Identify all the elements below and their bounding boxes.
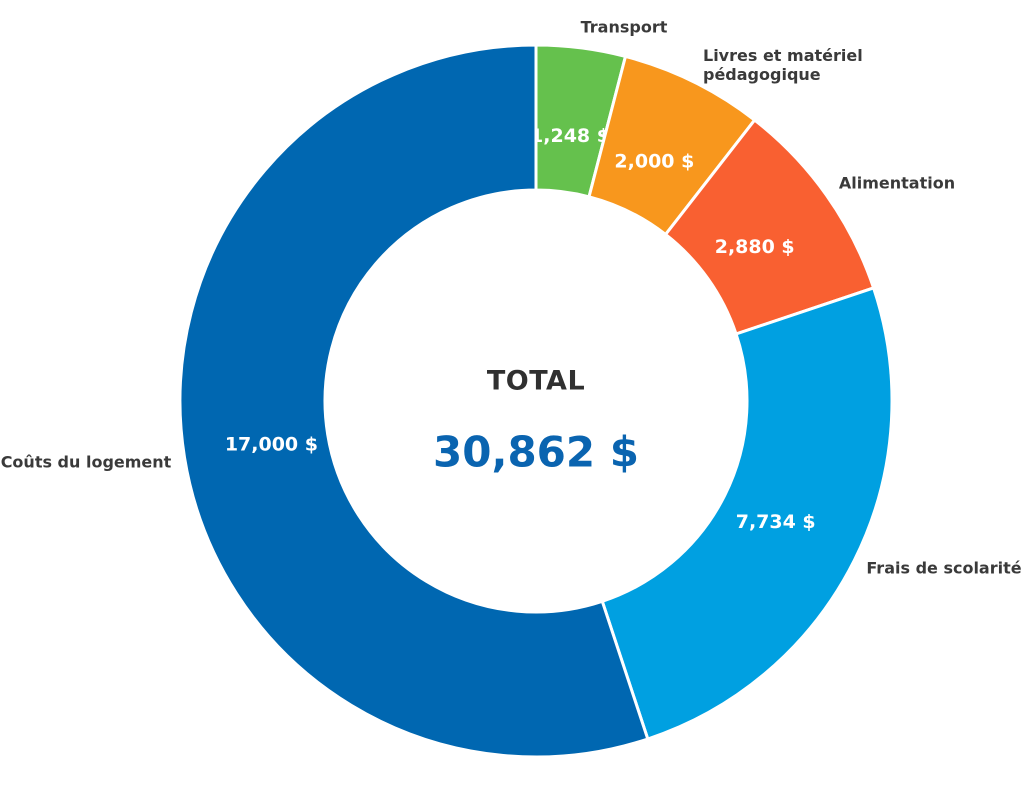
slice-label-text: pédagogique [703,64,821,84]
slice-value-label-frais-de-scolarite: 7,734 $ [736,511,816,533]
slice-label-text: Frais de scolarité [866,558,1022,578]
slice-value-label-transport: 1,248 $ [530,125,610,147]
slice-label-couts-du-logement: Coûts du logement [0,452,172,473]
slice-value-label-alimentation: 2,880 $ [715,236,795,258]
slice-label-text: Transport [580,17,668,37]
slice-label-livres-et-materiel-pedagogique: Livres et matériel pédagogique [703,46,863,85]
total-label: TOTAL [486,365,586,397]
slice-frais-de-scolarite [600,286,894,741]
slice-couts-du-logement [178,43,650,759]
slice-label-text: Alimentation [838,173,956,193]
total-value: 30,862 $ [433,427,639,477]
slice-label-frais-de-scolarite: Frais de scolarité [866,558,1022,579]
slice-label-alimentation: Alimentation [838,173,956,194]
slice-label-transport: Transport [580,17,668,38]
slice-label-text: Coûts du logement [0,452,172,472]
slice-value-label-livres-et-materiel-pedagogique: 2,000 $ [614,150,694,172]
slice-label-text: Livres et matériel [703,46,863,65]
slice-value-label-couts-du-logement: 17,000 $ [225,433,318,455]
